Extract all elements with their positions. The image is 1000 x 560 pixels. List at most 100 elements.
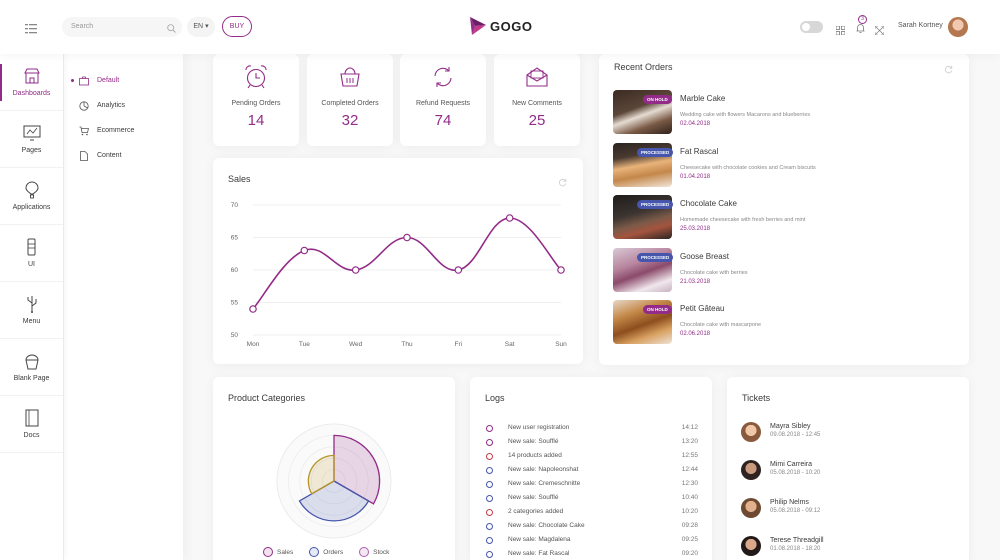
ticket-item[interactable]: Philip Nelms 05.08.2018 - 09:12 — [741, 498, 951, 536]
sidebar-item-pages[interactable]: Pages — [0, 111, 63, 168]
theme-toggle[interactable] — [800, 21, 823, 33]
subnav-item-default[interactable]: Default — [64, 68, 183, 93]
stat-card-new-comments[interactable]: New Comments 25 — [494, 54, 580, 146]
subnav-label: Analytics — [97, 102, 126, 109]
log-row[interactable]: New sale: Cremeschnitte 12:30 — [486, 478, 698, 492]
refresh-icon[interactable] — [558, 174, 567, 192]
log-time: 10:40 — [681, 494, 698, 501]
legend-item-sales[interactable]: Sales — [263, 547, 293, 557]
x-tick-label: Wed — [349, 341, 363, 348]
log-row[interactable]: New sale: Magdalena 09:25 — [486, 534, 698, 548]
language-dropdown[interactable]: EN ▾ — [187, 17, 215, 37]
search-input[interactable]: Search — [62, 17, 182, 37]
log-row[interactable]: New sale: Fat Rascal 09:20 — [486, 548, 698, 560]
legend-label: Sales — [277, 548, 294, 556]
basket-icon — [340, 67, 360, 87]
subnav-item-content[interactable]: Content — [64, 143, 183, 168]
log-row[interactable]: New sale: Soufflé 13:20 — [486, 436, 698, 450]
sidebar-item-dashboards[interactable]: Dashboards — [0, 54, 63, 111]
order-date: 02.04.2018 — [680, 121, 711, 127]
sales-card: Sales 70 65 60 55 50 Mon Tue Wed Thu Fri Sat Sun — [213, 158, 583, 364]
recent-orders-title: Recent Orders — [614, 62, 673, 72]
sidebar-item-applications[interactable]: Applications — [0, 168, 63, 225]
stat-card-pending-orders[interactable]: Pending Orders 14 — [213, 54, 299, 146]
ticket-item[interactable]: Mimi Carreira 05.08.2018 - 10:20 — [741, 460, 951, 498]
x-tick-label: Sun — [555, 341, 567, 348]
log-row[interactable]: New sale: Napoleonshat 12:44 — [486, 464, 698, 478]
logo[interactable]: GOGO — [470, 17, 532, 35]
apps-grid-icon[interactable] — [835, 22, 846, 40]
polar-slice-orders — [298, 480, 370, 522]
sidebar-item-label: Blank Page — [13, 375, 50, 382]
user-avatar[interactable] — [948, 17, 968, 37]
status-badge: ON HOLD — [643, 305, 672, 314]
log-time: 09:28 — [681, 522, 698, 529]
search-icon[interactable] — [167, 22, 176, 42]
bell-icon[interactable] — [856, 21, 865, 39]
log-status-dot — [486, 537, 493, 544]
user-name[interactable]: Sarah Kortney — [898, 22, 943, 29]
ticket-item[interactable]: Terese Threadgill 01.08.2018 - 18:20 — [741, 536, 951, 560]
order-date: 02.06.2018 — [680, 331, 711, 337]
subnav-item-ecommerce[interactable]: Ecommerce — [64, 118, 183, 143]
log-text: New sale: Soufflé — [508, 494, 559, 501]
main-sidebar: Dashboards Pages Applications UI Menu Bl… — [0, 54, 63, 560]
log-row[interactable]: New sale: Chocolate Cake 09:28 — [486, 520, 698, 534]
ticket-item[interactable]: Mayra Sibley 09.08.2018 - 12:45 — [741, 422, 951, 460]
log-row[interactable]: New user registration 14:12 — [486, 422, 698, 436]
menu-toggle-icon[interactable] — [25, 21, 37, 39]
book-icon — [25, 409, 38, 427]
data-point — [249, 305, 257, 313]
y-tick-label: 50 — [231, 332, 239, 339]
order-item[interactable]: PROCESSED Chocolate Cake Homemade cheese… — [613, 195, 943, 239]
log-text: New sale: Fat Rascal — [508, 550, 570, 557]
arrows-icon — [434, 67, 452, 87]
legend-item-stock[interactable]: Stock — [359, 547, 389, 557]
subnav-label: Default — [97, 77, 120, 84]
buy-button[interactable]: BUY — [222, 16, 252, 37]
log-status-dot — [486, 509, 493, 516]
stat-value: 14 — [247, 112, 265, 129]
sales-line-chart: 70 65 60 55 50 Mon Tue Wed Thu Fri Sat Sun — [231, 202, 567, 348]
legend-item-orders[interactable]: Orders — [309, 547, 343, 557]
order-item[interactable]: PROCESSED Goose Breast Chocolate cake wi… — [613, 248, 943, 292]
order-desc: Chocolate cake with berries — [680, 270, 748, 276]
ticket-avatar — [741, 460, 761, 480]
logo-text: GOGO — [490, 18, 533, 34]
order-item[interactable]: PROCESSED Fat Rascal Cheesecake with cho… — [613, 143, 943, 187]
ticket-name: Terese Threadgill — [770, 537, 824, 544]
sidebar-item-blank-page[interactable]: Blank Page — [0, 339, 63, 396]
log-status-dot — [486, 551, 493, 558]
polar-area-chart — [276, 423, 392, 539]
log-row[interactable]: 2 categories added 10:20 — [486, 506, 698, 520]
order-title: Marble Cake — [680, 94, 726, 103]
x-tick-label: Tue — [299, 341, 310, 348]
cart-icon — [79, 126, 89, 135]
status-badge: PROCESSED — [637, 200, 674, 209]
polar-slice-sales — [333, 434, 381, 505]
stat-card-completed-orders[interactable]: Completed Orders 32 — [307, 54, 393, 146]
log-row[interactable]: 14 products added 12:55 — [486, 450, 698, 464]
ticket-name: Mimi Carreira — [770, 461, 812, 468]
y-tick-label: 65 — [231, 235, 239, 242]
tickets-title: Tickets — [742, 393, 771, 403]
fullscreen-icon[interactable] — [874, 22, 885, 40]
sidebar-item-menu[interactable]: Menu — [0, 282, 63, 339]
order-item[interactable]: ON HOLD Marble Cake Wedding cake with fl… — [613, 90, 943, 134]
subnav-item-analytics[interactable]: Analytics — [64, 93, 183, 118]
legend-label: Orders — [323, 548, 344, 556]
log-text: New sale: Soufflé — [508, 438, 559, 445]
order-item[interactable]: ON HOLD Petit Gâteau Chocolate cake with… — [613, 300, 943, 344]
notification-badge: 3 — [858, 15, 867, 24]
log-text: 2 categories added — [508, 508, 564, 515]
stat-card-refund-requests[interactable]: Refund Requests 74 — [400, 54, 486, 146]
log-row[interactable]: New sale: Soufflé 10:40 — [486, 492, 698, 506]
refresh-icon[interactable] — [944, 61, 953, 79]
log-status-dot — [486, 523, 493, 530]
sidebar-item-ui[interactable]: UI — [0, 225, 63, 282]
sidebar-item-docs[interactable]: Docs — [0, 396, 63, 453]
ticket-date: 01.08.2018 - 18:20 — [770, 546, 821, 552]
log-text: New sale: Napoleonshat — [508, 466, 579, 473]
recent-orders-card: Recent Orders ON HOLD Marble Cake Weddin… — [599, 54, 969, 365]
tickets-card: Tickets Mayra Sibley 09.08.2018 - 12:45 … — [727, 377, 969, 560]
